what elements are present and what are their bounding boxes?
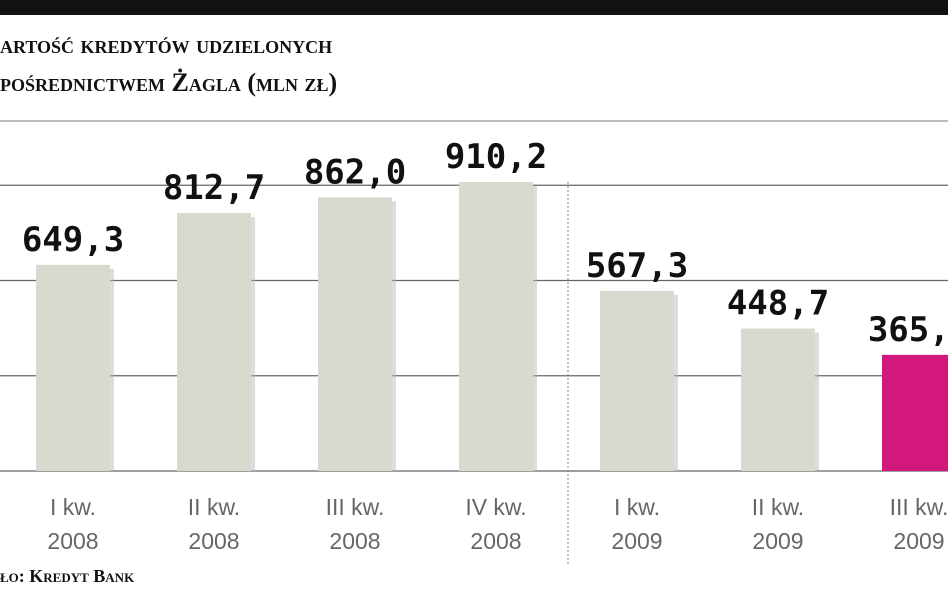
x-tick-label: IV kw. 2008 [465, 494, 527, 554]
x-tick-label: III kw. 2008 [325, 494, 385, 554]
bar [36, 264, 110, 471]
bar [459, 182, 533, 471]
bar [318, 197, 392, 471]
bar [177, 212, 251, 471]
chart-title: artość kredytów udzielonych [0, 30, 333, 59]
x-tick-label: I kw. 2008 [47, 494, 99, 554]
x-tick-label: III kw. 2009 [889, 494, 948, 554]
top-bar [0, 0, 948, 15]
source: ło: Kredyt Bank [0, 566, 135, 586]
value-label: 567,3 [586, 246, 688, 286]
value-label: 862,0 [304, 152, 406, 192]
value-label: 812,7 [163, 168, 265, 208]
x-tick-label: II kw. 2008 [187, 494, 241, 554]
value-label: 910,2 [445, 137, 547, 177]
x-tick-label: I kw. 2009 [611, 494, 663, 554]
value-label: 365,8 [868, 310, 948, 350]
bar [882, 354, 948, 471]
value-label: 448,7 [727, 284, 829, 324]
bar [741, 328, 815, 471]
chart-title: pośrednictwem Żagla (mln zł) [0, 68, 338, 97]
value-label: 649,3 [22, 220, 124, 260]
x-tick-label: II kw. 2009 [751, 494, 805, 554]
bar [600, 290, 674, 471]
